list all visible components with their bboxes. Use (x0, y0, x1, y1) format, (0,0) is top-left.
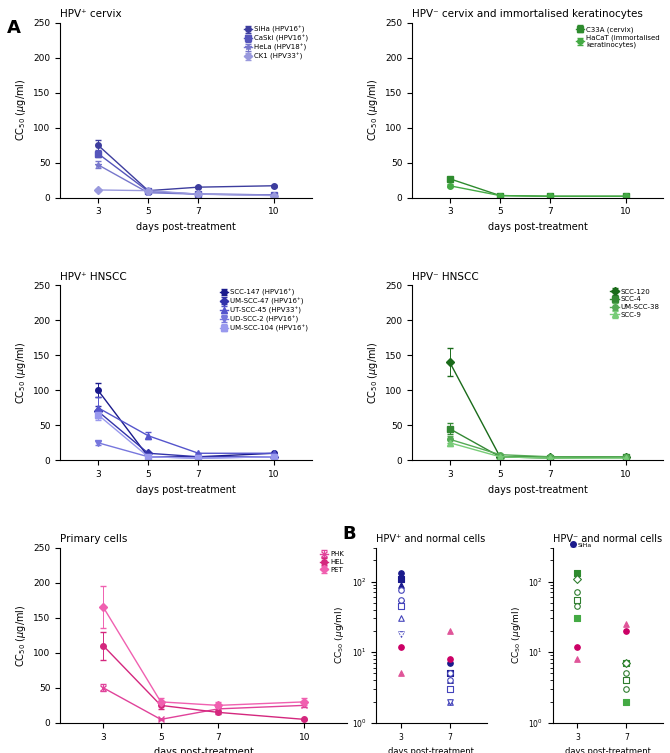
Point (572, 600, 583, 612)
Point (572, 628, 583, 640)
Point (444, 674, 455, 686)
X-axis label: days post-treatment: days post-treatment (488, 484, 588, 495)
Point (395, 568, 406, 580)
Point (621, 667, 632, 679)
Point (444, 674, 455, 686)
Point (444, 657, 455, 669)
Point (621, 657, 632, 669)
X-axis label: days post-treatment: days post-treatment (389, 747, 474, 753)
Point (395, 597, 406, 609)
Point (395, 600, 406, 612)
Y-axis label: CC$_{50}$ ($\mu$g/ml): CC$_{50}$ ($\mu$g/ml) (333, 606, 346, 664)
X-axis label: days post-treatment: days post-treatment (136, 222, 236, 232)
Y-axis label: CC$_{50}$ ($\mu$g/ml): CC$_{50}$ ($\mu$g/ml) (14, 342, 27, 404)
Legend: PHK, HEL, PET: PHK, HEL, PET (317, 548, 347, 575)
Point (621, 634, 632, 646)
Text: HPV⁺ HNSCC: HPV⁺ HNSCC (60, 272, 127, 282)
Point (621, 683, 632, 695)
Legend: SiHa (HPV16⁺), CaSki (HPV16⁺), HeLa (HPV18⁺), CK1 (HPV33⁺): SiHa (HPV16⁺), CaSki (HPV16⁺), HeLa (HPV… (241, 23, 311, 63)
Point (444, 667, 455, 679)
Legend: C33A (cervix), HaCaT (immortalised
keratinocytes): C33A (cervix), HaCaT (immortalised kerat… (573, 23, 663, 51)
Point (572, 572, 583, 584)
Text: HPV⁺ cervix: HPV⁺ cervix (60, 9, 122, 19)
Text: A: A (7, 19, 21, 37)
Point (444, 625, 455, 637)
Point (395, 594, 406, 606)
Point (621, 618, 632, 630)
Y-axis label: CC$_{50}$ ($\mu$g/ml): CC$_{50}$ ($\mu$g/ml) (14, 604, 27, 666)
Point (572, 653, 583, 665)
Text: HPV⁻ HNSCC: HPV⁻ HNSCC (412, 272, 479, 282)
Point (395, 579, 406, 591)
Point (572, 641, 583, 653)
X-axis label: days post-treatment: days post-treatment (565, 747, 651, 753)
X-axis label: days post-treatment: days post-treatment (154, 747, 254, 753)
Text: Primary cells: Primary cells (60, 534, 128, 544)
Text: B: B (342, 526, 356, 543)
Y-axis label: CC$_{50}$ ($\mu$g/ml): CC$_{50}$ ($\mu$g/ml) (14, 79, 27, 142)
Legend: SCC-147 (HPV16⁺), UM-SCC-47 (HPV16⁺), UT-SCC-45 (HPV33⁺), UD-SCC-2 (HPV16⁺), UM-: SCC-147 (HPV16⁺), UM-SCC-47 (HPV16⁺), UT… (217, 286, 311, 334)
Point (395, 641, 406, 653)
Legend: SCC-120, SCC-4, UM-SCC-38, SCC-9: SCC-120, SCC-4, UM-SCC-38, SCC-9 (608, 286, 663, 321)
Point (395, 572, 406, 584)
Text: HPV⁻ cervix and immortalised keratinocytes: HPV⁻ cervix and immortalised keratinocyt… (412, 9, 643, 19)
Point (572, 587, 583, 599)
Point (444, 683, 455, 695)
Y-axis label: CC$_{50}$ ($\mu$g/ml): CC$_{50}$ ($\mu$g/ml) (366, 342, 379, 404)
Point (572, 612, 583, 624)
Legend: SiHa, Caski, HeLa, CK1, SCC-147, UT-SCC-45, UD-SCC-2, UM-SCC-104, UM-SCC-47, PHK: SiHa, Caski, HeLa, CK1, SCC-147, UT-SCC-… (569, 540, 618, 623)
Point (395, 584, 406, 596)
Point (444, 683, 455, 695)
Point (395, 628, 406, 640)
X-axis label: days post-treatment: days post-treatment (488, 222, 588, 232)
Point (444, 696, 455, 708)
Point (444, 653, 455, 665)
Y-axis label: CC$_{50}$ ($\mu$g/ml): CC$_{50}$ ($\mu$g/ml) (510, 606, 523, 664)
Point (444, 667, 455, 679)
Point (621, 657, 632, 669)
Point (395, 612, 406, 624)
Point (572, 568, 583, 580)
Y-axis label: CC$_{50}$ ($\mu$g/ml): CC$_{50}$ ($\mu$g/ml) (366, 79, 379, 142)
Point (444, 634, 455, 646)
X-axis label: days post-treatment: days post-treatment (136, 484, 236, 495)
Point (395, 667, 406, 679)
Point (621, 674, 632, 686)
Point (572, 594, 583, 606)
Point (621, 696, 632, 708)
Point (621, 625, 632, 637)
Text: HPV⁺ and normal cells: HPV⁺ and normal cells (376, 534, 485, 544)
Point (444, 696, 455, 708)
Text: HPV⁻ and normal cells: HPV⁻ and normal cells (553, 534, 662, 544)
Point (395, 628, 406, 640)
